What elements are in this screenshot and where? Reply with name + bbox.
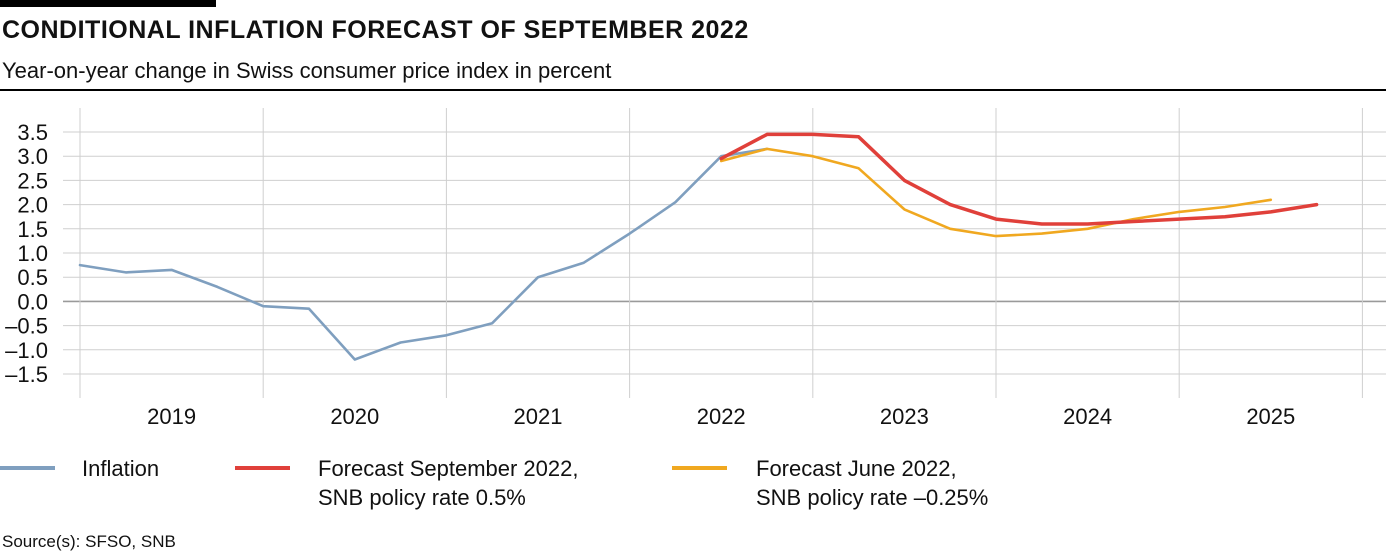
legend-label-inflation-line1: Inflation — [82, 456, 160, 481]
legend-label-inflation: Inflation — [82, 454, 159, 483]
legend-swatch-forecast-sep-2022 — [235, 466, 290, 470]
x-tick-label: 2019 — [147, 404, 196, 429]
x-tick-label: 2020 — [330, 404, 379, 429]
header-divider — [0, 89, 1386, 91]
y-tick-label: 2.5 — [17, 168, 48, 193]
legend-label-forecast-sep-2022: Forecast September 2022, SNB policy rate… — [318, 454, 578, 512]
y-tick-label: 0.5 — [17, 265, 48, 290]
y-tick-label: 3.5 — [17, 120, 48, 145]
series-line-forecast-sep-2022 — [719, 132, 1319, 226]
series-line-inflation — [78, 147, 769, 361]
y-tick-label: 1.5 — [17, 217, 48, 242]
inflation-chart: 3.53.02.52.01.51.00.50.0–0.5–1.0–1.5 2019… — [5, 108, 1386, 429]
y-tick-label: –0.5 — [5, 314, 48, 339]
y-tick-label: 3.0 — [17, 144, 48, 169]
x-tick-label: 2022 — [697, 404, 746, 429]
y-tick-label: –1.5 — [5, 362, 48, 387]
x-tick-label: 2021 — [514, 404, 563, 429]
legend-swatch-inflation — [0, 466, 55, 470]
y-tick-label: 2.0 — [17, 193, 48, 218]
series-line-forecast-jun-2022 — [719, 147, 1273, 238]
legend-label-forecast-sep-2022-line2: SNB policy rate 0.5% — [318, 485, 526, 510]
x-tick-label: 2023 — [880, 404, 929, 429]
legend-swatch-forecast-jun-2022 — [672, 466, 727, 470]
chart-subtitle: Year-on-year change in Swiss consumer pr… — [2, 58, 612, 83]
x-tick-label: 2024 — [1063, 404, 1112, 429]
legend-label-forecast-sep-2022-line1: Forecast September 2022, — [318, 456, 579, 481]
chart-title: CONDITIONAL INFLATION FORECAST OF SEPTEM… — [2, 16, 749, 44]
source-note: Source(s): SFSO, SNB — [2, 532, 176, 551]
title-accent-bar — [0, 0, 216, 7]
x-tick-label: 2025 — [1246, 404, 1295, 429]
legend-label-forecast-jun-2022-line2: SNB policy rate –0.25% — [756, 485, 989, 510]
y-tick-label: 0.0 — [17, 289, 48, 314]
legend-label-forecast-jun-2022: Forecast June 2022, SNB policy rate –0.2… — [756, 454, 988, 512]
y-tick-label: –1.0 — [5, 338, 48, 363]
legend-label-forecast-jun-2022-line1: Forecast June 2022, — [756, 456, 957, 481]
y-tick-label: 1.0 — [17, 241, 48, 266]
